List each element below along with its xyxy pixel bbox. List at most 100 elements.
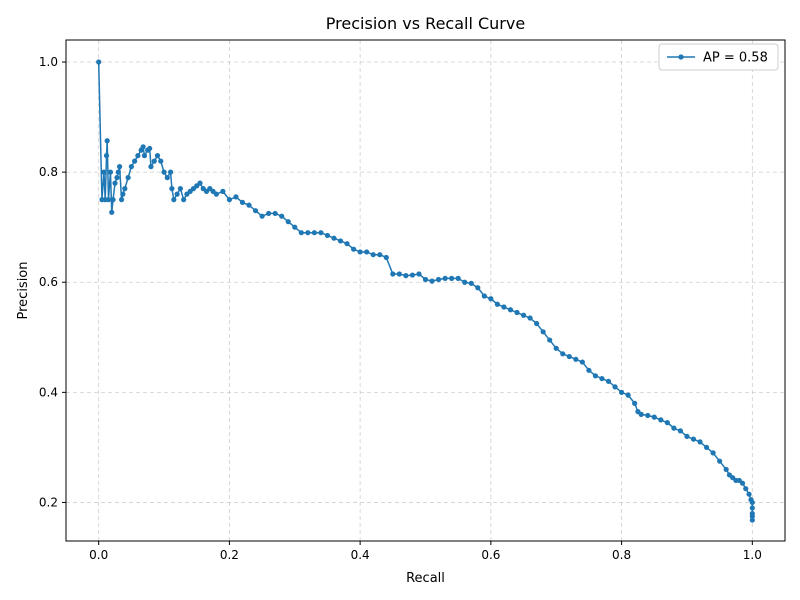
data-point bbox=[403, 273, 409, 279]
data-point bbox=[566, 353, 572, 360]
series-layer bbox=[96, 59, 755, 523]
data-point bbox=[298, 230, 304, 236]
data-point bbox=[337, 238, 344, 244]
data-point bbox=[749, 513, 755, 519]
data-point bbox=[167, 169, 174, 175]
data-point bbox=[125, 175, 131, 181]
legend-box bbox=[658, 43, 779, 71]
data-point bbox=[171, 197, 177, 203]
data-point bbox=[449, 275, 455, 281]
data-point bbox=[135, 153, 141, 159]
data-point bbox=[749, 505, 755, 511]
data-point bbox=[684, 433, 690, 439]
data-point bbox=[114, 175, 120, 181]
chart-title: Precision vs Recall Curve bbox=[326, 14, 525, 33]
data-point bbox=[540, 329, 546, 335]
plot-frame bbox=[65, 39, 786, 542]
data-point bbox=[154, 153, 161, 159]
data-point bbox=[586, 367, 592, 373]
axes bbox=[65, 39, 786, 542]
data-point bbox=[599, 375, 605, 382]
data-point bbox=[455, 275, 461, 281]
data-point bbox=[442, 275, 448, 281]
data-point bbox=[651, 414, 657, 420]
data-point bbox=[677, 428, 684, 434]
data-point bbox=[527, 315, 533, 321]
data-point bbox=[429, 278, 435, 284]
data-point bbox=[690, 436, 697, 442]
data-point bbox=[331, 235, 337, 241]
data-point bbox=[344, 241, 350, 247]
data-point bbox=[272, 210, 278, 217]
data-point bbox=[120, 191, 126, 197]
data-point bbox=[109, 209, 115, 215]
data-point bbox=[717, 458, 723, 464]
data-point bbox=[416, 271, 422, 277]
data-point bbox=[151, 158, 157, 164]
data-point bbox=[488, 296, 494, 302]
data-point bbox=[161, 169, 167, 175]
data-point bbox=[481, 293, 487, 299]
data-point bbox=[507, 307, 514, 313]
series-line bbox=[97, 62, 754, 521]
data-point bbox=[592, 373, 599, 379]
data-point bbox=[115, 169, 121, 175]
data-point bbox=[664, 420, 670, 426]
data-point bbox=[514, 309, 520, 316]
data-point bbox=[553, 345, 559, 351]
data-point bbox=[104, 138, 110, 144]
x-tick-label: 0.0 bbox=[89, 548, 108, 562]
data-point bbox=[101, 169, 107, 175]
data-point bbox=[409, 272, 416, 278]
data-point bbox=[710, 450, 716, 456]
grid bbox=[66, 40, 785, 541]
data-point bbox=[118, 197, 125, 203]
y-tick-label: 0.4 bbox=[39, 385, 58, 399]
data-point bbox=[743, 486, 749, 492]
y-tick-label: 1.0 bbox=[39, 55, 58, 69]
data-point bbox=[605, 378, 612, 384]
data-point bbox=[573, 356, 579, 362]
data-point bbox=[279, 213, 285, 219]
data-point bbox=[749, 517, 755, 523]
data-point bbox=[164, 175, 170, 181]
x-tick-label: 0.8 bbox=[612, 548, 631, 562]
data-point bbox=[110, 197, 116, 203]
x-tick-label: 1.0 bbox=[743, 548, 762, 562]
data-point bbox=[703, 444, 710, 451]
data-point bbox=[364, 249, 370, 255]
data-point bbox=[746, 491, 752, 497]
data-point bbox=[311, 230, 317, 236]
data-point bbox=[560, 351, 566, 357]
data-point bbox=[625, 392, 631, 398]
data-point bbox=[422, 276, 429, 283]
data-point bbox=[158, 158, 164, 164]
legend-marker bbox=[678, 54, 684, 60]
data-point bbox=[462, 279, 468, 285]
data-point bbox=[103, 153, 110, 159]
x-tick-label: 0.6 bbox=[481, 548, 500, 562]
data-point bbox=[671, 425, 677, 431]
legend: AP = 0.58 bbox=[658, 43, 779, 71]
data-point bbox=[638, 411, 644, 417]
data-point bbox=[266, 210, 272, 217]
data-point bbox=[122, 186, 128, 192]
data-point bbox=[579, 359, 585, 365]
data-point bbox=[351, 246, 357, 252]
data-point bbox=[285, 219, 291, 225]
data-point bbox=[494, 301, 500, 307]
data-point bbox=[632, 400, 638, 406]
data-point bbox=[128, 164, 134, 170]
data-point bbox=[377, 252, 383, 258]
x-axis-label: Recall bbox=[406, 571, 445, 586]
y-axis-label: Precision bbox=[16, 261, 31, 319]
data-point bbox=[107, 169, 114, 175]
data-point bbox=[534, 320, 540, 327]
data-point bbox=[246, 202, 252, 208]
data-point bbox=[197, 180, 203, 186]
data-point bbox=[435, 276, 442, 283]
data-point bbox=[112, 180, 118, 186]
data-point bbox=[259, 213, 265, 219]
data-point bbox=[475, 285, 481, 291]
